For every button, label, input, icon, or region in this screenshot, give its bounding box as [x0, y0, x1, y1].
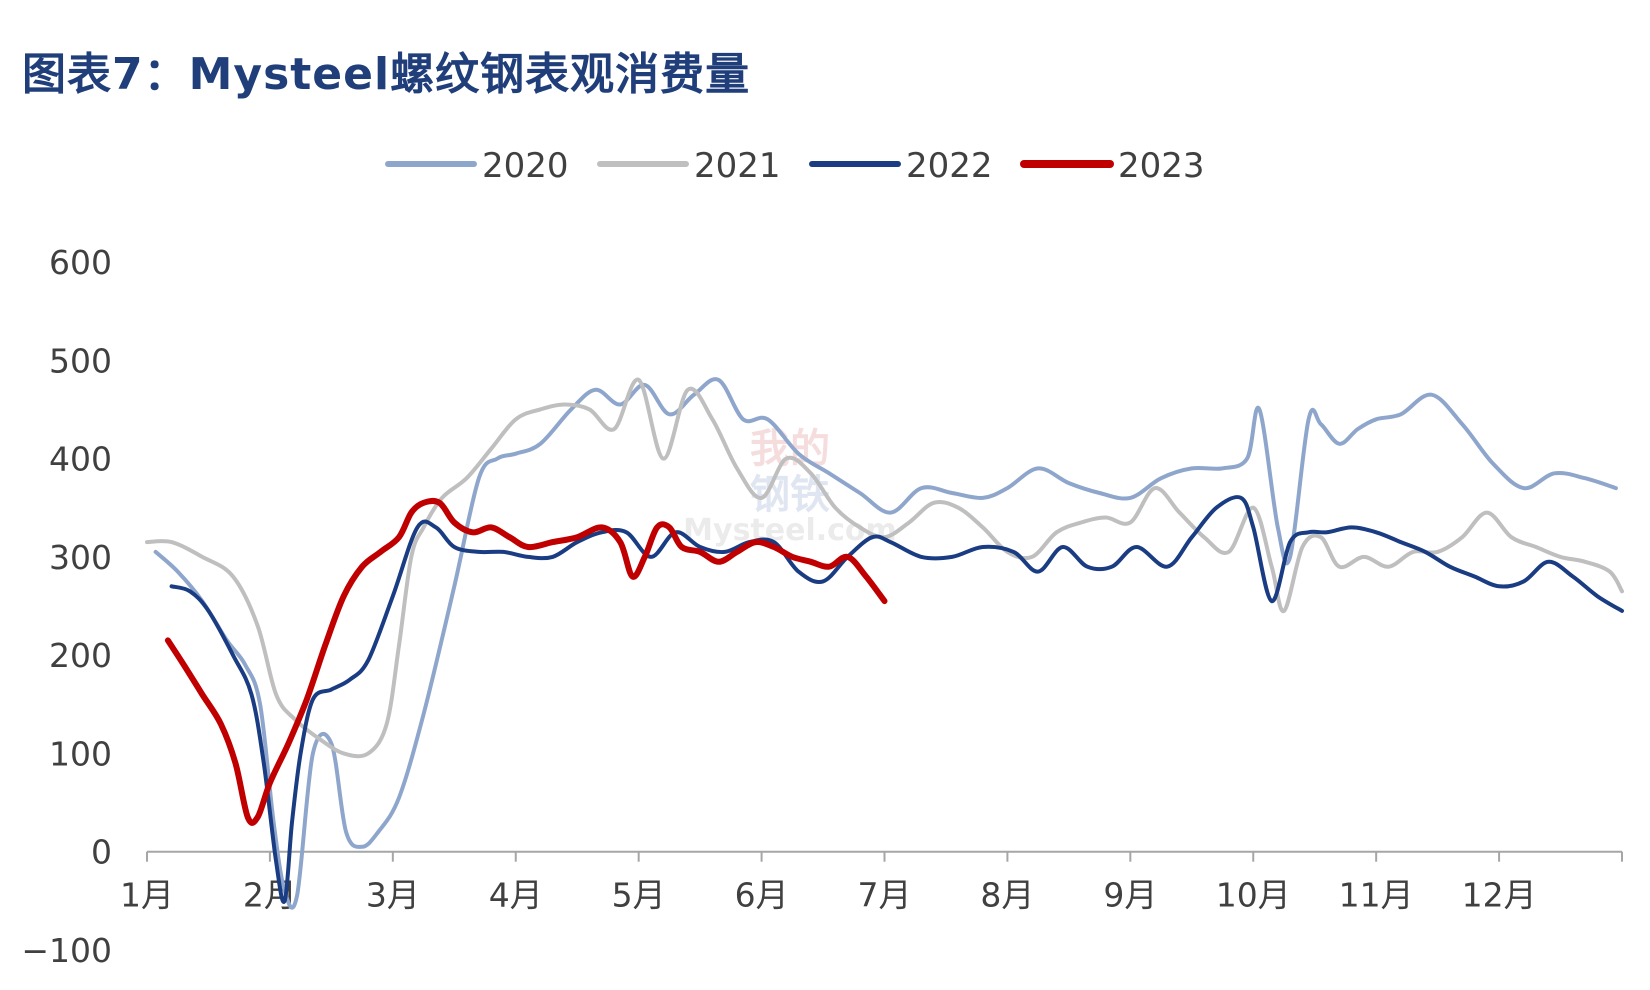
y-tick-label: 600 [49, 243, 112, 282]
x-tick-label: 12月 [1462, 876, 1537, 915]
legend-label-2020: 2020 [482, 146, 569, 186]
y-tick-label: 200 [49, 636, 112, 675]
legend-label-2022: 2022 [906, 146, 993, 186]
x-tick-label: 9月 [1103, 876, 1157, 915]
series-line-2023 [164, 497, 888, 826]
x-tick-label: 10月 [1216, 876, 1291, 915]
chart-title: 图表7：Mysteel螺纹钢表观消费量 [22, 49, 751, 100]
y-tick-label: 100 [49, 734, 112, 773]
legend-label-2021: 2021 [694, 146, 781, 186]
y-tick-label: 400 [49, 440, 112, 479]
x-tick-label: 6月 [735, 876, 789, 915]
y-tick-label: 300 [49, 538, 112, 577]
x-tick-label: 8月 [980, 876, 1034, 915]
x-tick-label: 11月 [1339, 876, 1414, 915]
series-line-2022 [169, 495, 1624, 905]
y-tick-label: 500 [49, 341, 112, 380]
legend-label-2023: 2023 [1118, 146, 1205, 186]
watermark-mid: 钢铁 [750, 472, 830, 518]
series-group [145, 377, 1624, 910]
x-tick-label: 3月 [366, 876, 420, 915]
x-tick-label: 5月 [612, 876, 666, 915]
x-axis: 1月 2月 3月 4月 5月 6月 7月 8月 9月 10月 11月 12月 [120, 850, 1623, 915]
y-tick-label: 0 [91, 833, 112, 872]
y-tick-label: −100 [21, 931, 112, 970]
x-tick-label: 7月 [858, 876, 912, 915]
y-axis-ticks: 600 500 400 300 200 100 0 −100 [21, 243, 112, 970]
series-line-2021 [145, 377, 1624, 759]
x-tick-label: 4月 [489, 876, 543, 915]
series-line-2020 [153, 377, 1618, 910]
x-tick-label: 1月 [120, 876, 174, 915]
legend: 2020 2021 2022 2023 [385, 146, 1205, 186]
